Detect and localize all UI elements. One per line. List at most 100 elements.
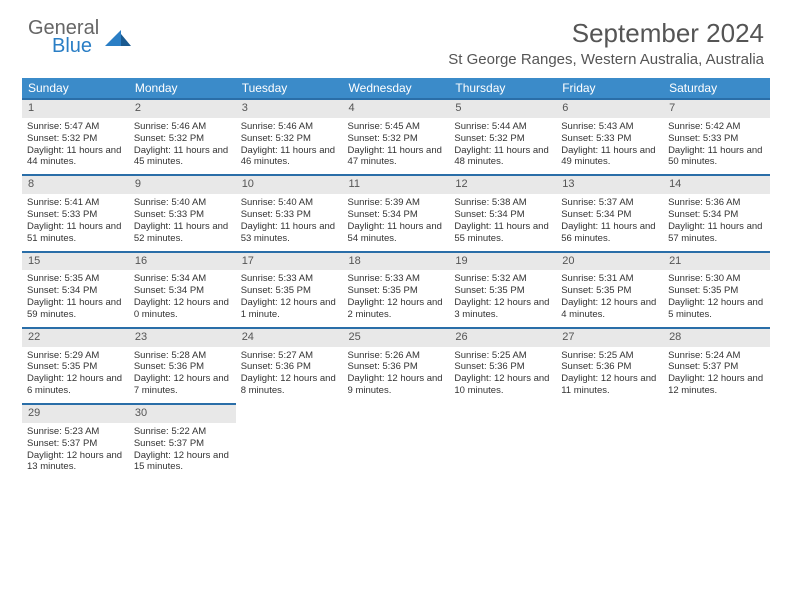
day-body: Sunrise: 5:26 AMSunset: 5:36 PMDaylight:… [343, 347, 450, 404]
sunrise-text: Sunrise: 5:37 AM [561, 197, 658, 209]
calendar-day-cell: 16Sunrise: 5:34 AMSunset: 5:34 PMDayligh… [129, 251, 236, 327]
daylight-text: Daylight: 11 hours and 54 minutes. [348, 221, 445, 245]
sunset-text: Sunset: 5:34 PM [454, 209, 551, 221]
calendar-week-row: 15Sunrise: 5:35 AMSunset: 5:34 PMDayligh… [22, 251, 770, 327]
day-body: Sunrise: 5:33 AMSunset: 5:35 PMDaylight:… [236, 270, 343, 327]
day-body: Sunrise: 5:35 AMSunset: 5:34 PMDaylight:… [22, 270, 129, 327]
day-number: 27 [556, 327, 663, 347]
sunrise-text: Sunrise: 5:33 AM [348, 273, 445, 285]
calendar-day-cell [663, 403, 770, 479]
sunrise-text: Sunrise: 5:22 AM [134, 426, 231, 438]
day-body: Sunrise: 5:46 AMSunset: 5:32 PMDaylight:… [129, 118, 236, 175]
day-body: Sunrise: 5:47 AMSunset: 5:32 PMDaylight:… [22, 118, 129, 175]
sunset-text: Sunset: 5:36 PM [348, 361, 445, 373]
day-body: Sunrise: 5:27 AMSunset: 5:36 PMDaylight:… [236, 347, 343, 404]
sunset-text: Sunset: 5:33 PM [668, 133, 765, 145]
day-number: 28 [663, 327, 770, 347]
calendar-day-cell: 22Sunrise: 5:29 AMSunset: 5:35 PMDayligh… [22, 327, 129, 403]
sunrise-text: Sunrise: 5:46 AM [241, 121, 338, 133]
calendar-week-row: 29Sunrise: 5:23 AMSunset: 5:37 PMDayligh… [22, 403, 770, 479]
sunrise-text: Sunrise: 5:40 AM [241, 197, 338, 209]
weekday-header: Thursday [449, 78, 556, 98]
sunset-text: Sunset: 5:36 PM [561, 361, 658, 373]
day-number: 12 [449, 174, 556, 194]
daylight-text: Daylight: 12 hours and 11 minutes. [561, 373, 658, 397]
sunset-text: Sunset: 5:36 PM [134, 361, 231, 373]
sunset-text: Sunset: 5:34 PM [134, 285, 231, 297]
daylight-text: Daylight: 12 hours and 0 minutes. [134, 297, 231, 321]
day-body: Sunrise: 5:37 AMSunset: 5:34 PMDaylight:… [556, 194, 663, 251]
sunset-text: Sunset: 5:34 PM [27, 285, 124, 297]
day-number: 26 [449, 327, 556, 347]
day-number: 14 [663, 174, 770, 194]
daylight-text: Daylight: 12 hours and 7 minutes. [134, 373, 231, 397]
calendar-day-cell: 19Sunrise: 5:32 AMSunset: 5:35 PMDayligh… [449, 251, 556, 327]
day-number: 13 [556, 174, 663, 194]
sunset-text: Sunset: 5:35 PM [561, 285, 658, 297]
daylight-text: Daylight: 11 hours and 50 minutes. [668, 145, 765, 169]
day-number: 1 [22, 98, 129, 118]
day-body: Sunrise: 5:22 AMSunset: 5:37 PMDaylight:… [129, 423, 236, 480]
day-body: Sunrise: 5:43 AMSunset: 5:33 PMDaylight:… [556, 118, 663, 175]
calendar-day-cell: 13Sunrise: 5:37 AMSunset: 5:34 PMDayligh… [556, 174, 663, 250]
header: General Blue September 2024 St George Ra… [0, 0, 792, 72]
calendar-day-cell: 1Sunrise: 5:47 AMSunset: 5:32 PMDaylight… [22, 98, 129, 174]
weekday-header: Friday [556, 78, 663, 98]
sunrise-text: Sunrise: 5:33 AM [241, 273, 338, 285]
sunrise-text: Sunrise: 5:29 AM [27, 350, 124, 362]
day-body: Sunrise: 5:39 AMSunset: 5:34 PMDaylight:… [343, 194, 450, 251]
day-body: Sunrise: 5:30 AMSunset: 5:35 PMDaylight:… [663, 270, 770, 327]
daylight-text: Daylight: 11 hours and 59 minutes. [27, 297, 124, 321]
calendar-day-cell: 25Sunrise: 5:26 AMSunset: 5:36 PMDayligh… [343, 327, 450, 403]
calendar-day-cell: 30Sunrise: 5:22 AMSunset: 5:37 PMDayligh… [129, 403, 236, 479]
calendar-day-cell: 5Sunrise: 5:44 AMSunset: 5:32 PMDaylight… [449, 98, 556, 174]
sunrise-text: Sunrise: 5:34 AM [134, 273, 231, 285]
day-number: 15 [22, 251, 129, 271]
sunrise-text: Sunrise: 5:25 AM [454, 350, 551, 362]
daylight-text: Daylight: 12 hours and 4 minutes. [561, 297, 658, 321]
calendar-day-cell: 11Sunrise: 5:39 AMSunset: 5:34 PMDayligh… [343, 174, 450, 250]
day-number: 23 [129, 327, 236, 347]
day-number: 21 [663, 251, 770, 271]
daylight-text: Daylight: 11 hours and 57 minutes. [668, 221, 765, 245]
sunrise-text: Sunrise: 5:32 AM [454, 273, 551, 285]
sunrise-text: Sunrise: 5:43 AM [561, 121, 658, 133]
daylight-text: Daylight: 11 hours and 46 minutes. [241, 145, 338, 169]
sunset-text: Sunset: 5:37 PM [668, 361, 765, 373]
sunset-text: Sunset: 5:34 PM [561, 209, 658, 221]
day-body: Sunrise: 5:25 AMSunset: 5:36 PMDaylight:… [449, 347, 556, 404]
calendar-day-cell: 21Sunrise: 5:30 AMSunset: 5:35 PMDayligh… [663, 251, 770, 327]
sunrise-text: Sunrise: 5:25 AM [561, 350, 658, 362]
daylight-text: Daylight: 12 hours and 8 minutes. [241, 373, 338, 397]
sunset-text: Sunset: 5:34 PM [668, 209, 765, 221]
sunset-text: Sunset: 5:33 PM [134, 209, 231, 221]
day-body: Sunrise: 5:25 AMSunset: 5:36 PMDaylight:… [556, 347, 663, 404]
daylight-text: Daylight: 11 hours and 44 minutes. [27, 145, 124, 169]
calendar-week-row: 22Sunrise: 5:29 AMSunset: 5:35 PMDayligh… [22, 327, 770, 403]
calendar-day-cell: 2Sunrise: 5:46 AMSunset: 5:32 PMDaylight… [129, 98, 236, 174]
day-number: 5 [449, 98, 556, 118]
daylight-text: Daylight: 11 hours and 53 minutes. [241, 221, 338, 245]
calendar-week-row: 8Sunrise: 5:41 AMSunset: 5:33 PMDaylight… [22, 174, 770, 250]
day-body: Sunrise: 5:32 AMSunset: 5:35 PMDaylight:… [449, 270, 556, 327]
daylight-text: Daylight: 12 hours and 3 minutes. [454, 297, 551, 321]
day-body: Sunrise: 5:44 AMSunset: 5:32 PMDaylight:… [449, 118, 556, 175]
daylight-text: Daylight: 11 hours and 45 minutes. [134, 145, 231, 169]
sunrise-text: Sunrise: 5:28 AM [134, 350, 231, 362]
sunset-text: Sunset: 5:32 PM [348, 133, 445, 145]
daylight-text: Daylight: 12 hours and 2 minutes. [348, 297, 445, 321]
day-number: 8 [22, 174, 129, 194]
weekday-header: Sunday [22, 78, 129, 98]
day-number: 30 [129, 403, 236, 423]
day-body: Sunrise: 5:41 AMSunset: 5:33 PMDaylight:… [22, 194, 129, 251]
sunrise-text: Sunrise: 5:44 AM [454, 121, 551, 133]
day-body: Sunrise: 5:29 AMSunset: 5:35 PMDaylight:… [22, 347, 129, 404]
sunset-text: Sunset: 5:33 PM [241, 209, 338, 221]
sunset-text: Sunset: 5:36 PM [454, 361, 551, 373]
logo: General Blue [28, 18, 133, 56]
logo-blue: Blue [52, 36, 99, 56]
calendar-day-cell: 15Sunrise: 5:35 AMSunset: 5:34 PMDayligh… [22, 251, 129, 327]
daylight-text: Daylight: 12 hours and 6 minutes. [27, 373, 124, 397]
day-number: 9 [129, 174, 236, 194]
sunset-text: Sunset: 5:32 PM [241, 133, 338, 145]
